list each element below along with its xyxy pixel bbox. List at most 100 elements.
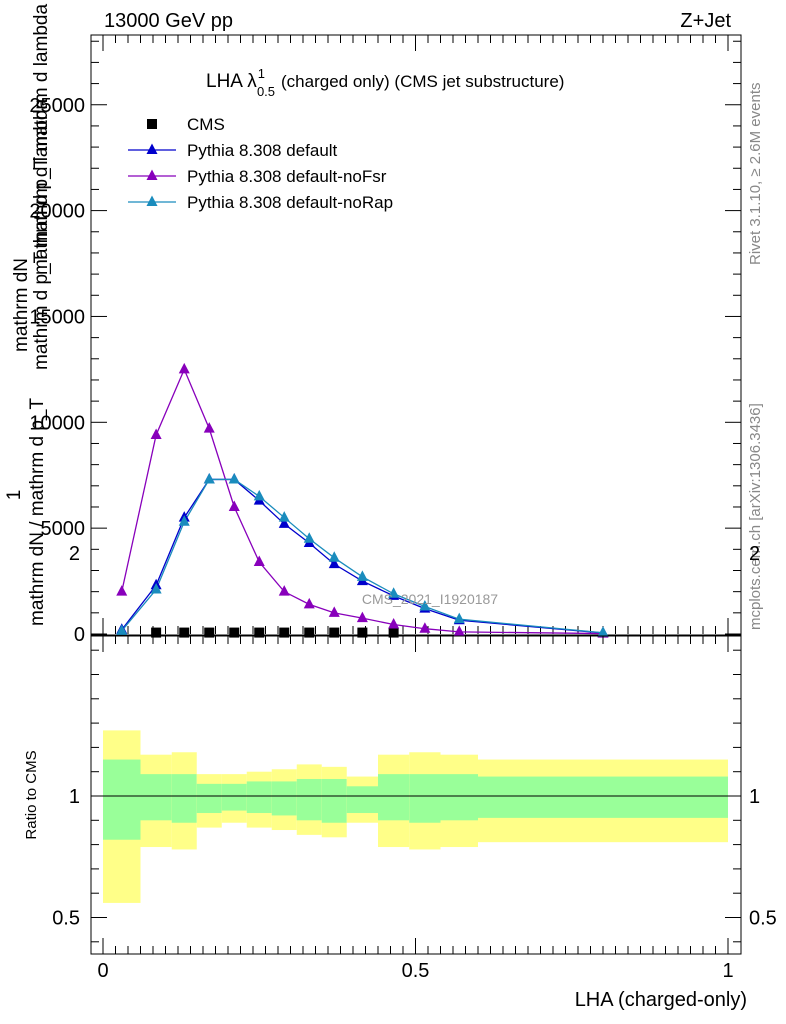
data-point-nofsr [419,622,431,633]
mcplots-label: mcplots.cern.ch [arXiv:1306.3436] [747,403,764,630]
ratio-band-inner [296,778,322,821]
ratio-x-axis: 0 0.5 1 [97,636,734,982]
data-point-nofsr [388,617,400,629]
ratio-band-inner [103,759,141,840]
ratio-y-tick-label-left: 2 [69,543,80,565]
data-point-default [278,517,290,528]
data-point-norap [597,626,609,637]
data-point-norap [453,612,465,624]
process-label: Z+Jet [680,10,731,32]
data-point-cms [329,627,340,638]
data-point-cms [388,627,399,638]
data-point-nofsr [303,597,315,609]
x-axis-label: LHA (charged-only) [575,989,747,1011]
ylabel-line-norm: mathrm dN / mathrm d p_T [27,398,48,626]
ratio-band-inner [221,783,247,811]
main-title-subscript: 0.5 [257,84,275,99]
energy-label: 13000 GeV pp [104,10,233,32]
ratio-band-inner [346,786,378,814]
ratio-band-inner [171,774,197,823]
x-tick-label: 1 [722,960,733,982]
data-point-nofsr [453,625,465,636]
legend: CMS Pythia 8.308 default Pythia 8.308 de… [128,115,393,212]
data-point-nofsr [278,585,290,596]
data-point-default [328,557,340,569]
data-point-cms [229,627,240,638]
data-point-cms [279,627,290,638]
data-point-cms [151,627,162,638]
ratio-band-inner [321,778,347,823]
legend-norap-marker [146,195,158,206]
data-point-norap [116,624,128,635]
ylabel-line-top: mathrm dN [11,258,32,352]
main-y-tick-label: 20000 [29,201,85,223]
data-point-nofsr [150,428,162,440]
main-y-tick-label: 10000 [29,412,85,434]
main-y-label: mathrm dN mathrm d p_T mathrm d lambda m… [4,4,52,626]
legend-nofsr-label: Pythia 8.308 default-noFsr [187,167,387,186]
legend-nofsr-marker [146,169,158,180]
legend-norap-label: Pythia 8.308 default-noRap [187,193,393,212]
data-point-norap [278,511,290,522]
rivet-label: Rivet 3.1.10, ≥ 2.6M events [747,83,764,266]
ratio-band-inner [409,774,441,823]
data-point-norap [356,570,368,581]
data-point-nofsr [178,362,190,374]
data-point-cms [304,627,315,638]
data-point-nofsr [228,500,240,511]
x-tick-label: 0 [97,960,108,982]
main-y-tick-label: 15000 [29,306,85,328]
legend-default-marker [146,143,158,154]
data-point-nofsr [356,611,368,623]
data-point-nofsr [253,555,265,567]
legend-cms-label: CMS [187,115,225,134]
main-title-superscript: 1 [258,66,265,81]
ylabel-line-denom-a: mathrm d p_T mathrm d lambda [31,4,52,275]
data-point-norap [150,583,162,594]
data-point-norap [388,587,400,598]
main-title-rest: (charged only) (CMS jet substructure) [281,72,564,91]
main-y-tick-label: 5000 [41,518,86,540]
ylabel-line-one: 1 [4,490,25,501]
analysis-watermark: CMS_2021_I1920187 [362,591,498,607]
data-point-cms [357,627,368,638]
data-point-nofsr [328,606,340,617]
ratio-y-tick-label-left: 0.5 [52,908,80,930]
main-y-tick-label: 25000 [29,95,85,117]
data-point-norap [253,489,265,501]
main-y-axis: 0 5000 10000 15000 20000 25000 [29,40,741,646]
ratio-band-inner [378,774,410,821]
data-point-norap [303,532,315,543]
series-line-norap [121,478,604,634]
legend-cms-marker [147,119,157,129]
data-point-norap [328,551,340,562]
ratio-y-label: Ratio to CMS [23,750,40,839]
ratio-band-inner [246,781,272,814]
ratio-bands-layer [103,730,728,903]
series-line-nofsr [121,367,604,635]
data-point-cms [254,627,265,638]
ratio-y-axis: 0.5 0.5 1 1 2 2 [52,543,777,943]
legend-default-label: Pythia 8.308 default [187,141,338,160]
ratio-y-tick-label-right: 2 [749,543,760,565]
main-title-lambda: LHA λ [206,71,257,92]
ratio-band-inner [196,783,222,814]
x-tick-label: 0.5 [402,960,430,982]
data-point-cms [179,627,190,638]
main-y-tick-label: 0 [74,624,85,646]
data-point-nofsr [203,422,215,433]
data-point-norap [228,472,240,484]
ratio-band-inner [478,776,728,818]
ratio-band-inner [271,781,297,816]
data-point-norap [203,472,215,484]
data-point-norap [178,515,190,526]
ratio-y-tick-label-left: 1 [69,786,80,808]
ratio-y-tick-label-right: 1 [749,786,760,808]
main-series-layer [116,362,609,638]
ratio-band-inner [440,774,478,821]
ratio-y-tick-label-right: 0.5 [749,908,777,930]
main-title: LHA λ1 0.5 (charged only) (CMS jet substru… [206,66,564,99]
ratio-band-inner [140,774,172,821]
data-point-cms [204,627,215,638]
